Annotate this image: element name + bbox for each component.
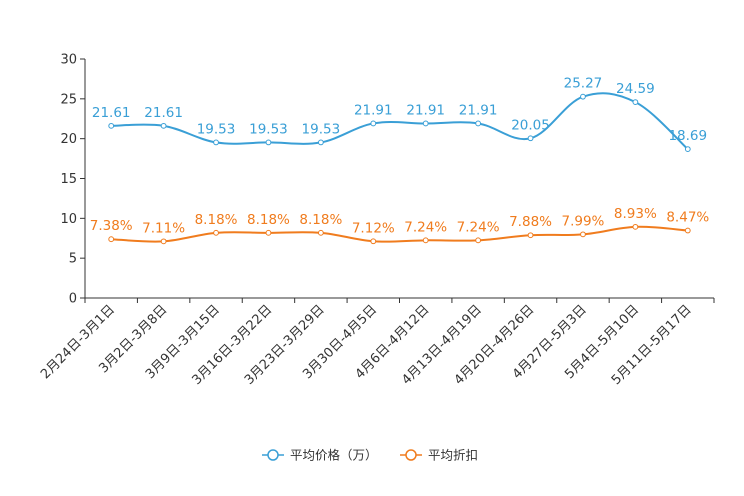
data-point [317,139,324,146]
data-point [370,238,377,245]
data-label: 25.27 [564,76,603,92]
data-label: 8.93% [614,206,657,222]
data-point [213,139,219,146]
data-point [317,229,324,236]
data-point [108,122,115,129]
data-label: 7.24% [404,219,447,235]
series-line-1 [111,225,688,243]
data-label: 21.91 [459,102,498,118]
data-label: 19.53 [249,121,288,137]
data-point [632,99,639,105]
data-label: 7.12% [352,220,395,236]
data-label: 8.18% [247,212,290,228]
data-point [580,93,586,100]
data-label: 21.61 [92,105,131,121]
data-point [527,135,534,142]
data-label: 19.53 [302,121,341,137]
y-tick-label: 0 [69,292,77,307]
legend-marker-icon [267,449,279,461]
data-point [160,238,167,245]
data-point [265,229,272,236]
data-point [422,237,429,244]
data-label: 20.05 [511,117,550,133]
data-point [580,231,586,238]
data-point [527,232,534,239]
data-label: 7.24% [457,219,500,235]
legend-label: 平均折扣 [428,448,478,463]
data-point [475,120,482,127]
data-point [370,120,377,127]
data-label: 24.59 [616,81,655,97]
data-point [108,236,115,243]
data-label: 21.91 [354,102,393,118]
data-point [632,223,639,230]
y-tick-label: 10 [60,212,77,227]
data-label: 7.38% [90,218,133,234]
data-point [265,139,272,146]
data-label: 7.99% [562,213,605,229]
y-tick-label: 5 [69,252,77,267]
data-label: 7.88% [509,214,552,230]
data-point [160,122,167,129]
data-label: 21.91 [406,102,445,118]
data-label: 19.53 [197,121,236,137]
data-label: 8.18% [195,212,238,228]
data-label: 21.61 [144,105,183,121]
y-tick-label: 20 [60,132,77,147]
data-point [684,146,691,153]
data-label: 8.18% [299,212,342,228]
y-tick-label: 25 [60,92,77,107]
data-point [422,120,429,127]
data-label: 7.11% [142,220,185,236]
data-label: 8.47% [666,210,709,226]
data-point [213,229,219,236]
data-point [475,237,482,244]
data-label: 18.69 [668,128,707,144]
y-tick-label: 15 [60,172,77,187]
legend-marker-icon [405,449,417,461]
y-tick-label: 30 [60,53,77,68]
legend-label: 平均价格（万） [290,448,378,463]
data-point [684,227,691,234]
